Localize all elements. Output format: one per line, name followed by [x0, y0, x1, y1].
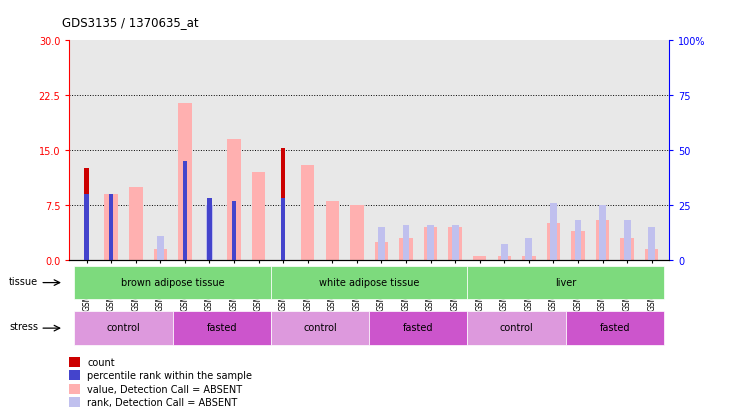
Bar	[69, 357, 80, 367]
Bar	[271, 266, 467, 300]
Text: liver: liver	[555, 277, 576, 287]
Bar	[550, 203, 557, 260]
Text: fasted: fasted	[599, 323, 630, 332]
Bar	[75, 266, 271, 300]
Bar	[621, 238, 634, 260]
Bar	[271, 311, 369, 345]
Bar	[109, 195, 113, 260]
Bar	[498, 256, 511, 260]
Bar	[566, 311, 664, 345]
Bar	[183, 161, 187, 260]
Bar	[69, 397, 80, 407]
Bar	[206, 206, 213, 260]
Bar	[645, 249, 659, 260]
Bar	[501, 245, 508, 260]
Text: fasted: fasted	[206, 323, 237, 332]
Text: control: control	[303, 323, 337, 332]
Text: control: control	[500, 323, 534, 332]
Text: tissue: tissue	[9, 276, 38, 286]
Text: fasted: fasted	[403, 323, 433, 332]
Text: white adipose tissue: white adipose tissue	[319, 277, 420, 287]
Bar	[448, 227, 462, 260]
Bar	[403, 225, 409, 260]
Bar	[69, 370, 80, 380]
Bar	[571, 231, 585, 260]
Text: count: count	[88, 357, 115, 367]
Bar	[252, 173, 265, 260]
Bar	[424, 227, 437, 260]
Text: brown adipose tissue: brown adipose tissue	[121, 277, 224, 287]
Bar	[157, 236, 164, 260]
Bar	[427, 225, 434, 260]
Bar	[208, 199, 212, 260]
Bar	[526, 238, 532, 260]
Bar	[350, 206, 363, 260]
Bar	[575, 221, 581, 260]
Bar	[375, 242, 388, 260]
Bar	[599, 206, 606, 260]
Bar	[369, 311, 467, 345]
Bar	[69, 384, 80, 394]
Bar	[301, 165, 314, 260]
Bar	[399, 238, 413, 260]
Bar	[281, 149, 285, 260]
Bar	[467, 311, 566, 345]
Text: stress: stress	[10, 321, 38, 332]
Bar	[547, 224, 560, 260]
Bar	[648, 227, 655, 260]
Bar	[84, 195, 89, 260]
Bar	[178, 103, 192, 260]
Bar	[452, 225, 458, 260]
Bar	[473, 256, 486, 260]
Bar	[624, 221, 631, 260]
Bar	[281, 199, 285, 260]
Text: percentile rank within the sample: percentile rank within the sample	[88, 370, 252, 380]
Text: control: control	[107, 323, 140, 332]
Bar	[522, 256, 536, 260]
Text: GDS3135 / 1370635_at: GDS3135 / 1370635_at	[62, 16, 199, 29]
Bar	[227, 140, 240, 260]
Text: value, Detection Call = ABSENT: value, Detection Call = ABSENT	[88, 384, 243, 394]
Bar	[84, 169, 89, 260]
Bar	[105, 195, 118, 260]
Bar	[378, 227, 385, 260]
Text: rank, Detection Call = ABSENT: rank, Detection Call = ABSENT	[88, 397, 238, 407]
Bar	[467, 266, 664, 300]
Bar	[173, 311, 271, 345]
Bar	[325, 202, 339, 260]
Bar	[75, 311, 173, 345]
Bar	[129, 187, 143, 260]
Bar	[232, 201, 236, 260]
Bar	[154, 249, 167, 260]
Bar	[596, 220, 610, 260]
